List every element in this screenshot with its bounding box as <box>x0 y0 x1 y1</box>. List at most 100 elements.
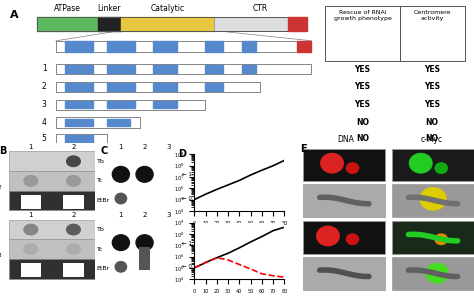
Bar <box>9 220 95 239</box>
Bar <box>56 41 311 52</box>
Text: Tb: Tb <box>97 227 104 232</box>
Text: A: A <box>9 10 18 20</box>
Circle shape <box>67 156 80 167</box>
Bar <box>154 42 177 52</box>
Text: 1: 1 <box>42 64 46 73</box>
Bar <box>20 263 41 277</box>
Bar <box>56 117 139 127</box>
Text: C: C <box>100 146 108 156</box>
Bar <box>63 195 84 209</box>
Circle shape <box>409 153 433 173</box>
Text: DNA: DNA <box>337 135 355 144</box>
Bar <box>242 65 255 73</box>
Bar <box>98 17 121 31</box>
Text: ← 1.8/2.0 Mb: ← 1.8/2.0 Mb <box>182 240 217 245</box>
Text: NO: NO <box>426 118 439 127</box>
Bar <box>205 65 223 73</box>
Bar <box>107 42 135 52</box>
Bar <box>56 99 205 110</box>
Text: NO: NO <box>426 134 439 143</box>
Bar <box>65 101 93 108</box>
Circle shape <box>67 244 80 255</box>
Text: 2: 2 <box>42 82 46 91</box>
Text: Tb: Tb <box>97 159 104 164</box>
Circle shape <box>346 162 359 174</box>
Text: c-Myc: c-Myc <box>420 135 442 144</box>
Bar <box>205 42 223 52</box>
Circle shape <box>24 176 37 186</box>
Circle shape <box>136 235 153 250</box>
Text: B: B <box>0 146 7 156</box>
Text: Deletion
construct 2: Deletion construct 2 <box>0 179 2 189</box>
Text: 2: 2 <box>142 143 147 149</box>
Text: 3: 3 <box>166 212 171 218</box>
Circle shape <box>434 162 448 174</box>
Bar <box>107 65 135 73</box>
Text: 3: 3 <box>166 143 171 149</box>
Bar <box>65 83 93 91</box>
Text: D: D <box>178 149 186 159</box>
Text: ATPase: ATPase <box>54 4 81 13</box>
Text: E: E <box>300 144 307 154</box>
Text: Centromere
activity: Centromere activity <box>413 10 451 21</box>
Bar <box>303 257 385 290</box>
Text: 1: 1 <box>118 212 123 218</box>
Bar <box>9 171 95 191</box>
Text: NO: NO <box>426 152 439 161</box>
Bar <box>56 134 107 144</box>
Circle shape <box>67 224 80 235</box>
Bar <box>56 64 311 74</box>
Bar <box>205 83 223 91</box>
Circle shape <box>115 262 127 272</box>
Bar <box>400 6 465 61</box>
Bar <box>303 184 385 217</box>
Text: EtBr: EtBr <box>97 266 110 271</box>
Text: Tc: Tc <box>97 247 103 252</box>
Bar <box>56 82 260 92</box>
Bar <box>154 101 177 108</box>
Bar <box>65 119 93 126</box>
Circle shape <box>136 167 153 182</box>
Circle shape <box>434 233 448 245</box>
Bar <box>107 101 135 108</box>
Text: YES: YES <box>355 65 371 74</box>
Text: Catalytic: Catalytic <box>150 4 184 13</box>
Text: ← 0.8 Mb: ← 0.8 Mb <box>182 196 207 201</box>
Text: Linker: Linker <box>98 4 121 13</box>
Text: 5: 5 <box>42 134 46 143</box>
Text: 3: 3 <box>42 100 46 109</box>
Text: Deletion
construct 3: Deletion construct 3 <box>0 247 2 258</box>
Bar <box>37 17 98 31</box>
Bar <box>65 135 93 143</box>
Text: EtBr: EtBr <box>97 198 110 203</box>
Text: YES: YES <box>355 100 371 109</box>
Text: ← 1.8/2.0 Mb: ← 1.8/2.0 Mb <box>182 172 217 177</box>
Bar <box>20 195 41 209</box>
X-axis label: Hours: Hours <box>230 231 249 236</box>
Circle shape <box>112 235 129 250</box>
Bar <box>242 42 255 52</box>
Circle shape <box>115 193 127 204</box>
Text: YES: YES <box>355 83 371 91</box>
Bar <box>107 119 130 126</box>
Circle shape <box>419 187 447 211</box>
Bar <box>154 65 177 73</box>
Bar <box>63 263 84 277</box>
Text: NO: NO <box>356 152 369 161</box>
Text: YES: YES <box>424 100 440 109</box>
Text: YES: YES <box>424 83 440 91</box>
Bar <box>303 148 385 181</box>
Text: 1: 1 <box>118 143 123 149</box>
Bar <box>325 6 400 61</box>
Text: 4: 4 <box>42 118 46 127</box>
Bar <box>392 148 474 181</box>
Bar <box>214 17 307 31</box>
Text: NO: NO <box>356 118 369 127</box>
Bar <box>139 247 150 270</box>
Bar <box>65 65 93 73</box>
Bar <box>392 221 474 254</box>
Text: 2: 2 <box>71 212 76 218</box>
Text: Rescue of RNAi
growth phenotype: Rescue of RNAi growth phenotype <box>334 10 392 21</box>
Circle shape <box>320 153 344 173</box>
Text: 2: 2 <box>71 143 76 149</box>
